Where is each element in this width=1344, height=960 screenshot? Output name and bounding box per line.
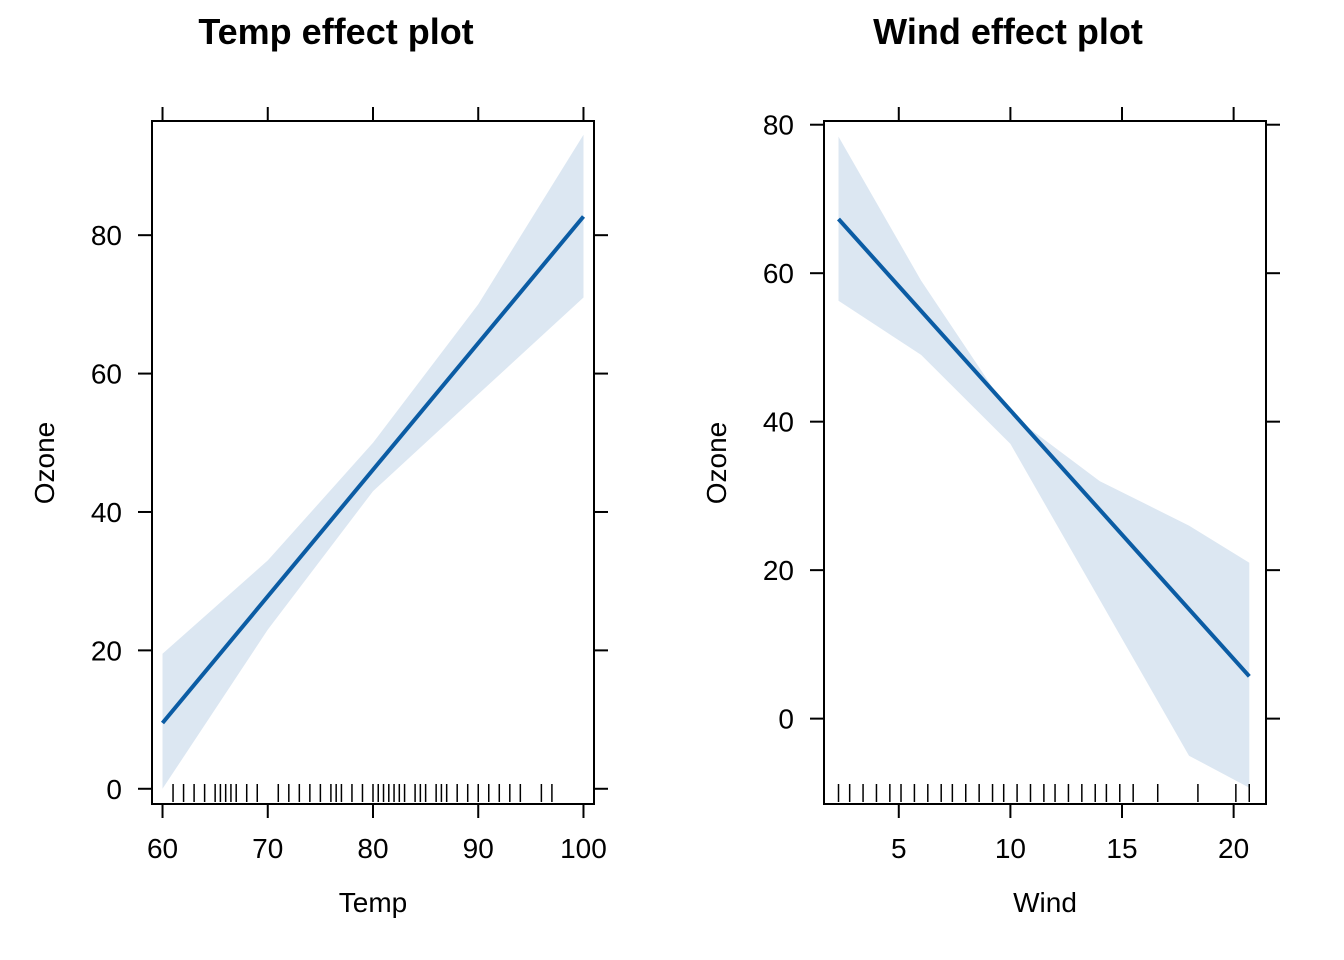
wind-y-tick-label: 20 (763, 555, 794, 586)
wind-plot-frame (823, 120, 1267, 805)
temp-x-tick-label: 80 (357, 833, 388, 864)
temp-x-tick-label: 100 (560, 833, 607, 864)
wind-fit-line (837, 217, 1251, 678)
temp-y-tick-label: 60 (91, 359, 122, 390)
wind-y-ticks: 0 20 40 60 80 (763, 110, 1280, 735)
wind-y-axis-label: Ozone (701, 422, 732, 505)
temp-rug-layer (172, 784, 553, 802)
wind-rug-layer (837, 784, 1251, 802)
wind-y-tick-label: 40 (763, 407, 794, 438)
wind-x-ticks: 5 10 15 20 (891, 107, 1249, 864)
temp-confidence-band (162, 134, 584, 789)
temp-y-tick-label: 0 (106, 774, 122, 805)
temp-y-ticks: 0 20 40 60 80 (91, 220, 608, 805)
temp-x-tick-label: 60 (147, 833, 178, 864)
wind-x-tick-label: 10 (995, 833, 1026, 864)
temp-band-layer (162, 134, 584, 789)
wind-y-tick-label: 80 (763, 110, 794, 141)
temp-x-ticks: 60 70 80 90 100 (147, 107, 607, 864)
temp-plot-title: Temp effect plot (198, 11, 473, 52)
wind-band-layer (838, 136, 1250, 788)
temp-y-tick-label: 80 (91, 220, 122, 251)
wind-x-axis-label: Wind (1013, 887, 1077, 918)
temp-y-tick-label: 20 (91, 635, 122, 666)
wind-x-tick-label: 5 (891, 833, 907, 864)
wind-confidence-band (838, 136, 1250, 788)
wind-y-tick-label: 0 (778, 704, 794, 735)
temp-x-tick-label: 90 (463, 833, 494, 864)
wind-x-tick-label: 15 (1106, 833, 1137, 864)
wind-x-tick-label: 20 (1218, 833, 1249, 864)
wind-line-layer (837, 217, 1251, 678)
temp-line-layer (160, 215, 586, 725)
temp-x-tick-label: 70 (252, 833, 283, 864)
temp-y-tick-label: 40 (91, 497, 122, 528)
wind-plot-title: Wind effect plot (873, 11, 1143, 52)
temp-fit-line (160, 215, 586, 725)
wind-y-tick-label: 60 (763, 258, 794, 289)
temp-x-axis-label: Temp (339, 887, 407, 918)
temp-y-axis-label: Ozone (29, 422, 60, 505)
temp-effect-panel: Temp effect plot 60 70 80 90 100 0 20 40 60 80 T… (29, 11, 608, 918)
